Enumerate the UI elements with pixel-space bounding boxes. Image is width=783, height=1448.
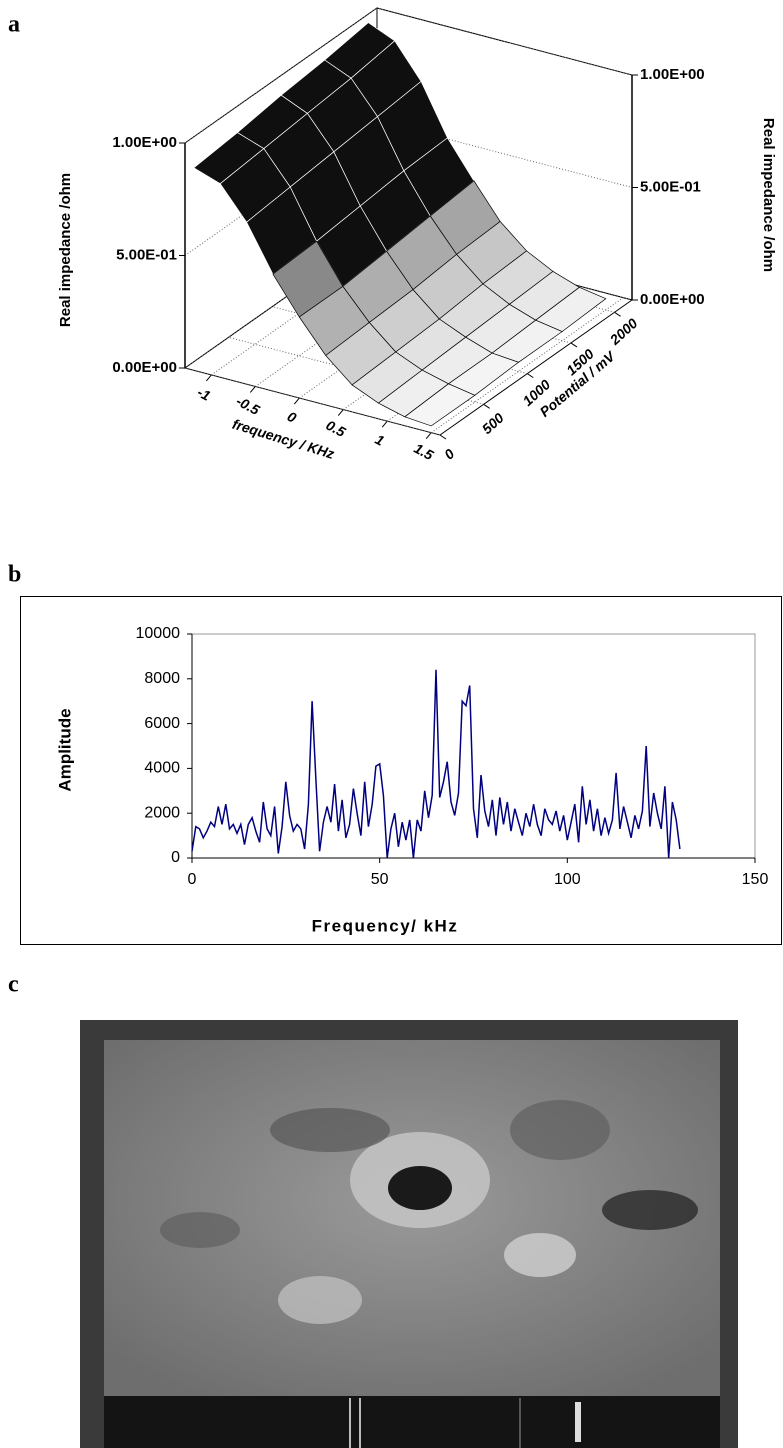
y-tick-label: 2000 <box>606 315 641 349</box>
x-axis-title: frequency / KHz <box>230 416 336 462</box>
dark-region <box>270 1108 390 1152</box>
x-tick-label: 1 <box>373 431 388 449</box>
light-region <box>504 1233 576 1277</box>
y-tick-label: 6000 <box>144 715 180 732</box>
y-tick-label: 500 <box>479 409 507 437</box>
y-tick-label: 8000 <box>144 670 180 687</box>
y-tick-label: 0 <box>441 445 458 462</box>
tick-mark <box>205 374 212 382</box>
panel-label: b <box>8 562 21 588</box>
dark-region <box>602 1190 698 1230</box>
tick-mark <box>439 434 447 440</box>
z-tick-label: 5.00E-01 <box>640 178 701 195</box>
x-axis-title: Frequency/ kHz <box>312 916 459 935</box>
panel-label: c <box>8 972 19 998</box>
tick-mark <box>526 373 534 379</box>
info-band <box>104 1396 720 1448</box>
x-tick-label: 100 <box>554 871 581 888</box>
x-tick-label: 0 <box>188 871 197 888</box>
x-tick-label: 150 <box>742 871 769 888</box>
z-tick-label: 0.00E+00 <box>112 359 177 376</box>
tick-mark <box>293 397 300 405</box>
dark-pit <box>388 1166 452 1210</box>
data-line <box>191 669 681 859</box>
surface-cell <box>404 383 476 427</box>
x-tick-label: 0 <box>285 408 300 426</box>
light-region <box>278 1276 362 1324</box>
z-tick-label: 1.00E+00 <box>112 134 177 151</box>
grid-line <box>184 367 441 436</box>
grid-line <box>430 297 624 434</box>
panel-label: a <box>8 12 20 38</box>
tick-mark <box>249 386 256 393</box>
grid-line <box>184 7 633 144</box>
x-tick-label: -0.5 <box>234 393 263 419</box>
y-tick-label: 4000 <box>144 760 180 777</box>
x-tick-label: -1 <box>195 384 214 404</box>
tick-mark <box>483 403 490 409</box>
x-tick-label: 50 <box>371 871 389 888</box>
y-tick-label: 10000 <box>136 625 181 642</box>
z-tick-label: 1.00E+00 <box>640 66 705 83</box>
scale-bar <box>575 1402 581 1442</box>
grid-line <box>228 336 484 405</box>
tick-mark <box>337 409 344 416</box>
micrograph <box>80 1020 738 1448</box>
y-axis-title: Amplitude <box>55 708 74 791</box>
tick-mark <box>614 311 621 317</box>
z-tick-label: 5.00E-01 <box>116 246 177 263</box>
y-tick-label: 0 <box>171 849 180 866</box>
panel-frame <box>20 596 782 945</box>
tick-mark <box>425 432 432 440</box>
z-axis-title: Real impedance /ohm <box>57 173 74 327</box>
y-tick-label: 2000 <box>144 804 180 821</box>
tick-mark <box>570 342 578 348</box>
dark-region <box>160 1212 240 1248</box>
dark-region <box>510 1100 610 1160</box>
z-tick-label: 0.00E+00 <box>640 291 705 308</box>
z-axis-title: Real impedance /ohm <box>760 118 777 272</box>
x-tick-label: 0.5 <box>324 417 349 440</box>
tick-mark <box>381 420 388 428</box>
x-tick-label: 1.5 <box>411 440 436 463</box>
